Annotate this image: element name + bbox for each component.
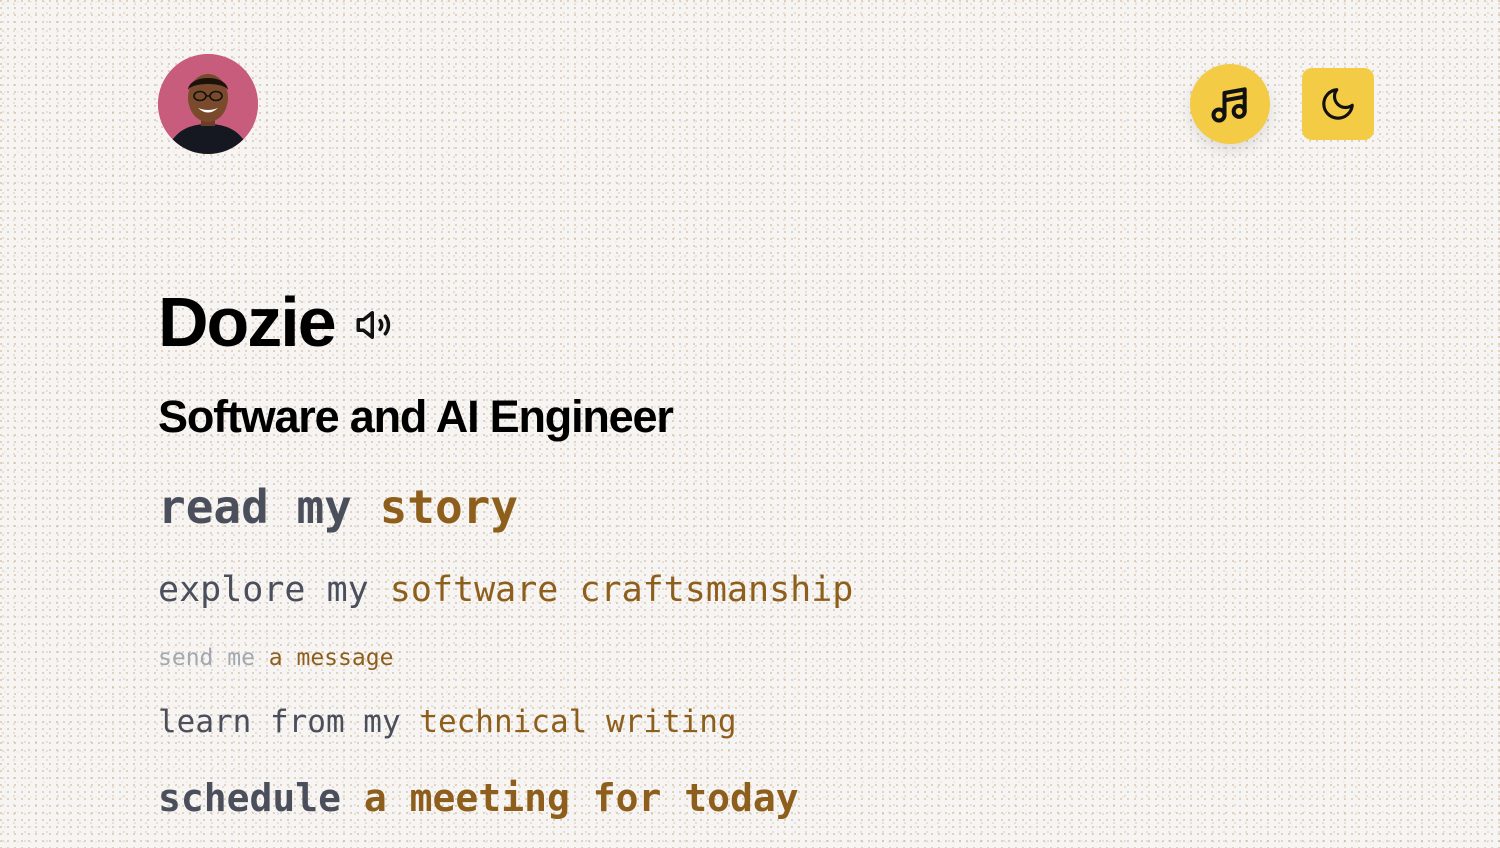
link-prefix: learn from my [158,704,401,740]
name-row: Dozie [158,282,395,362]
link-prefix: explore my [158,570,369,610]
pronounce-button[interactable] [353,304,395,346]
link-prefix: schedule [158,776,342,820]
link-explore-software[interactable]: explore my software craftsmanship [158,569,853,611]
link-prefix: send me [158,645,255,671]
link-prefix: read my [158,480,352,534]
speaker-icon [356,311,390,339]
avatar [158,54,258,154]
moon-icon [1322,88,1354,120]
page-title: Dozie [158,283,337,361]
link-accent: story [379,480,519,534]
theme-toggle-button[interactable] [1302,68,1374,140]
link-accent: a meeting for today [363,776,799,820]
music-button[interactable] [1190,64,1270,144]
link-read-story[interactable]: read my story [158,477,518,537]
link-accent: technical writing [419,704,737,740]
link-send-message[interactable]: send me a message [158,644,393,672]
link-accent: software craftsmanship [389,570,854,610]
link-accent: a message [268,645,394,671]
subtitle-role: Software and AI Engineer [158,391,674,442]
link-schedule-meeting[interactable]: schedule a meeting for today [158,774,799,822]
music-note-icon [1211,87,1247,123]
link-technical-writing[interactable]: learn from my technical writing [158,703,737,741]
